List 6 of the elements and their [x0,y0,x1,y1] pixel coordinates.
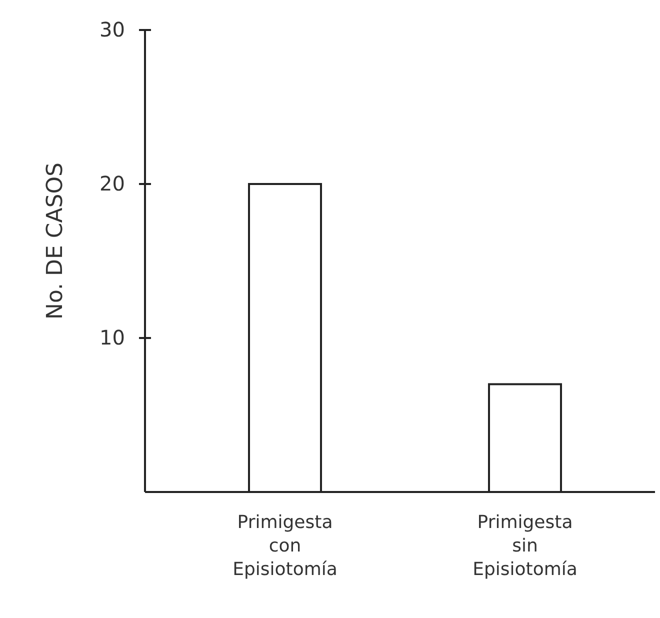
y-axis-title: No. DE CASOS [43,162,68,320]
y-tick-label: 30 [100,17,125,42]
x-tick-label: Primigesta sin Episiotomía [472,512,578,580]
x-tick-label: Primigesta con Episiotomía [232,512,338,580]
y-tick-label: 10 [100,325,125,350]
y-tick-label: 20 [100,171,125,196]
